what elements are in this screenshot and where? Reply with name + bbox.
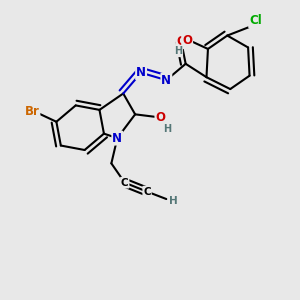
Text: H: H: [174, 46, 182, 56]
Text: H: H: [169, 196, 177, 206]
Text: Cl: Cl: [249, 14, 262, 27]
Text: N: N: [161, 74, 171, 87]
Text: Br: Br: [25, 106, 39, 118]
Text: O: O: [176, 35, 186, 48]
Text: N: N: [112, 132, 122, 145]
Text: H: H: [163, 124, 171, 134]
Text: N: N: [136, 66, 146, 79]
Text: C: C: [143, 187, 151, 196]
Text: O: O: [182, 34, 192, 46]
Text: C: C: [121, 178, 128, 188]
Text: O: O: [155, 111, 165, 124]
